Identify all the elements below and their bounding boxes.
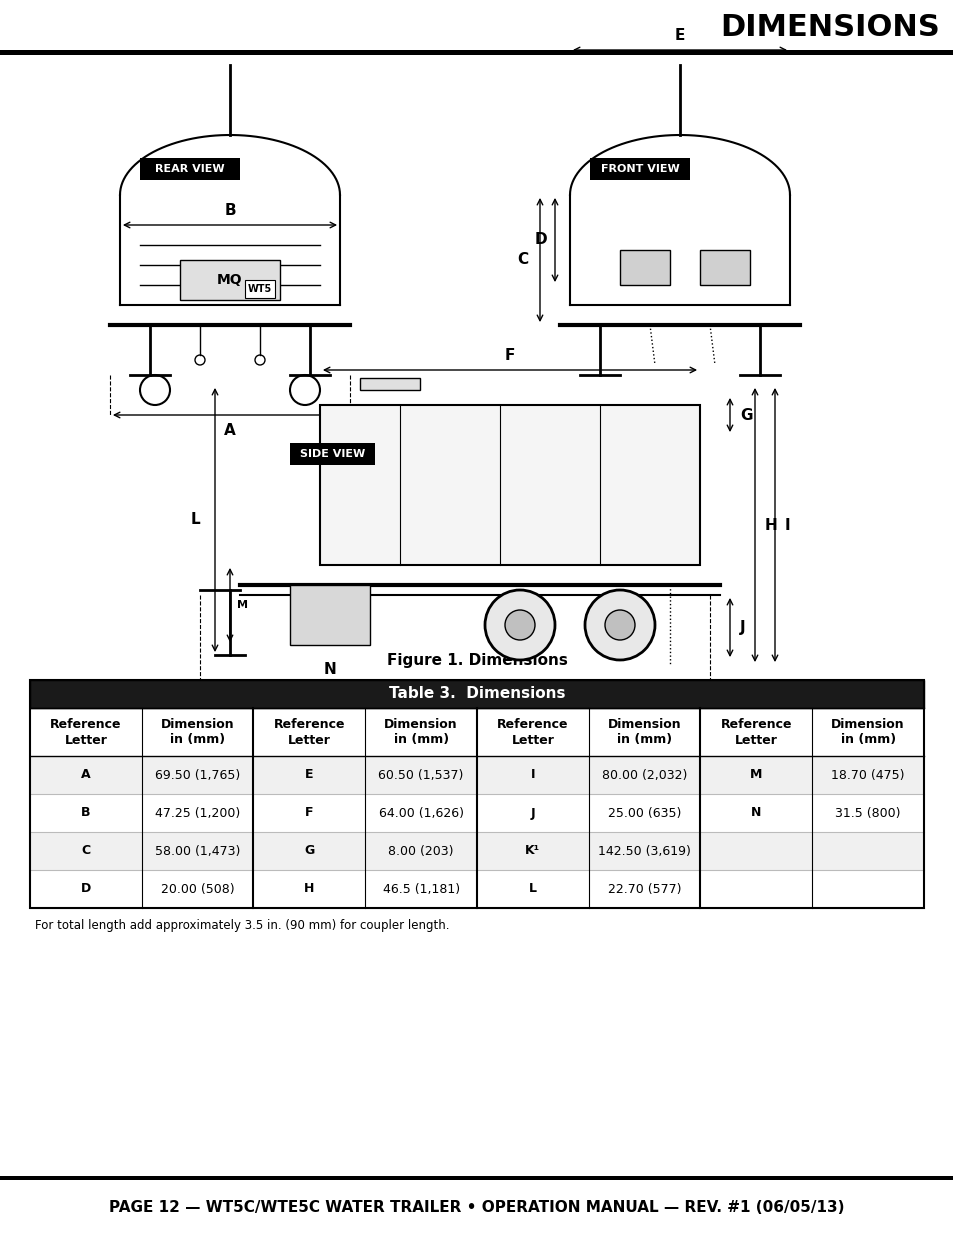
Text: N: N xyxy=(323,662,336,678)
Bar xyxy=(30,680,923,908)
Text: A: A xyxy=(224,424,235,438)
Text: K: K xyxy=(449,695,460,710)
Bar xyxy=(140,158,240,180)
Text: 25.00 (635): 25.00 (635) xyxy=(607,806,680,820)
Text: F: F xyxy=(305,806,314,820)
Text: 8.00 (203): 8.00 (203) xyxy=(388,845,454,857)
Text: Dimension
in (mm): Dimension in (mm) xyxy=(607,718,680,746)
Text: J: J xyxy=(530,806,535,820)
Text: H: H xyxy=(304,883,314,895)
Text: G: G xyxy=(304,845,314,857)
Text: E: E xyxy=(305,768,314,782)
Text: PAGE 12 — WT5C/WTE5C WATER TRAILER • OPERATION MANUAL — REV. #1 (06/05/13): PAGE 12 — WT5C/WTE5C WATER TRAILER • OPE… xyxy=(110,1199,843,1214)
Text: Table 3.  Dimensions: Table 3. Dimensions xyxy=(388,687,565,701)
Text: Reference
Letter: Reference Letter xyxy=(51,718,121,746)
Text: 80.00 (2,032): 80.00 (2,032) xyxy=(601,768,686,782)
Bar xyxy=(319,405,700,564)
Text: H: H xyxy=(764,517,777,532)
Bar xyxy=(359,378,419,390)
Bar xyxy=(30,708,923,756)
Bar xyxy=(30,832,923,869)
Bar xyxy=(245,280,274,298)
Text: J: J xyxy=(740,620,745,635)
Text: I: I xyxy=(530,768,535,782)
Bar xyxy=(589,158,689,180)
Text: I: I xyxy=(784,517,790,532)
Text: Dimension
in (mm): Dimension in (mm) xyxy=(161,718,234,746)
Text: 142.50 (3,619): 142.50 (3,619) xyxy=(598,845,690,857)
Text: 69.50 (1,765): 69.50 (1,765) xyxy=(154,768,240,782)
Text: M: M xyxy=(236,600,248,610)
Circle shape xyxy=(504,610,535,640)
Text: 58.00 (1,473): 58.00 (1,473) xyxy=(154,845,240,857)
Text: L: L xyxy=(528,883,537,895)
Text: FRONT VIEW: FRONT VIEW xyxy=(600,164,679,174)
Circle shape xyxy=(484,590,555,659)
Text: D: D xyxy=(81,883,91,895)
Text: B: B xyxy=(81,806,91,820)
Text: DIMENSIONS: DIMENSIONS xyxy=(720,14,939,42)
Text: C: C xyxy=(517,252,527,268)
Text: 64.00 (1,626): 64.00 (1,626) xyxy=(378,806,463,820)
Text: M: M xyxy=(749,768,761,782)
Bar xyxy=(30,756,923,794)
Bar xyxy=(290,585,370,645)
Text: 18.70 (475): 18.70 (475) xyxy=(830,768,904,782)
Bar xyxy=(30,794,923,832)
Text: Reference
Letter: Reference Letter xyxy=(720,718,791,746)
Text: 46.5 (1,181): 46.5 (1,181) xyxy=(382,883,459,895)
Bar xyxy=(0,0,953,49)
Text: F: F xyxy=(504,348,515,363)
Text: Figure 1. Dimensions: Figure 1. Dimensions xyxy=(386,652,567,667)
Bar xyxy=(30,680,923,708)
Bar xyxy=(180,261,280,300)
Circle shape xyxy=(584,590,655,659)
Bar xyxy=(30,869,923,908)
Text: 60.50 (1,537): 60.50 (1,537) xyxy=(378,768,463,782)
Text: L: L xyxy=(191,513,200,527)
Bar xyxy=(290,443,375,466)
Text: Reference
Letter: Reference Letter xyxy=(274,718,345,746)
Text: 31.5 (800): 31.5 (800) xyxy=(835,806,900,820)
Text: 22.70 (577): 22.70 (577) xyxy=(607,883,680,895)
Text: B: B xyxy=(224,203,235,219)
Bar xyxy=(700,249,749,285)
Text: Reference
Letter: Reference Letter xyxy=(497,718,568,746)
Text: 47.25 (1,200): 47.25 (1,200) xyxy=(154,806,240,820)
Text: MQ: MQ xyxy=(217,273,243,287)
Text: D: D xyxy=(534,232,546,247)
Text: C: C xyxy=(81,845,91,857)
Text: Dimension
in (mm): Dimension in (mm) xyxy=(384,718,457,746)
Text: K¹: K¹ xyxy=(525,845,539,857)
Text: WT5: WT5 xyxy=(248,284,272,294)
Bar xyxy=(0,49,953,56)
Text: REAR VIEW: REAR VIEW xyxy=(155,164,225,174)
Text: 20.00 (508): 20.00 (508) xyxy=(161,883,234,895)
Circle shape xyxy=(604,610,635,640)
Text: A: A xyxy=(81,768,91,782)
Text: Dimension
in (mm): Dimension in (mm) xyxy=(830,718,904,746)
Bar xyxy=(0,1176,953,1179)
Text: N: N xyxy=(750,806,760,820)
Bar xyxy=(619,249,669,285)
Text: G: G xyxy=(740,408,752,422)
Text: SIDE VIEW: SIDE VIEW xyxy=(300,450,365,459)
Text: For total length add approximately 3.5 in. (90 mm) for coupler length.: For total length add approximately 3.5 i… xyxy=(35,920,449,932)
Text: E: E xyxy=(674,28,684,43)
